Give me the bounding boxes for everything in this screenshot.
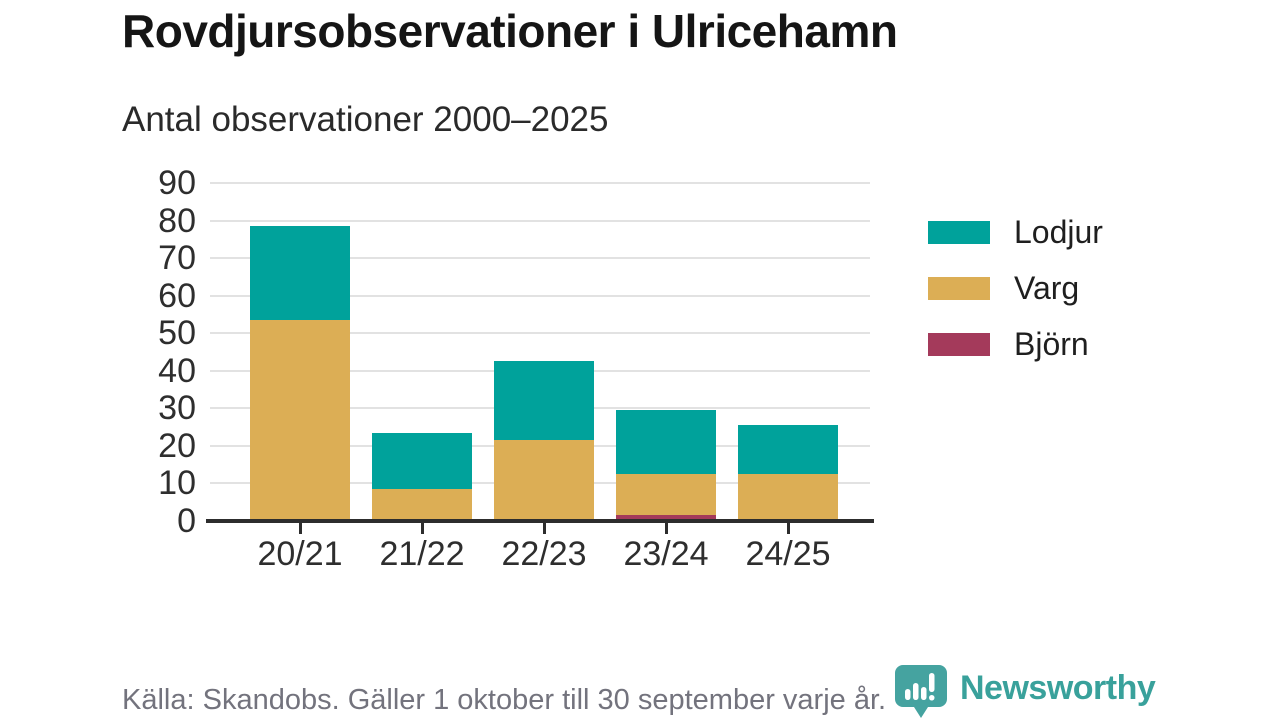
bar-segment-varg xyxy=(494,440,594,519)
x-axis-label: 20/21 xyxy=(257,535,343,573)
y-axis-label: 30 xyxy=(158,389,196,428)
y-axis-label: 70 xyxy=(158,239,196,278)
bar-group-21-22 xyxy=(372,183,472,519)
gridline xyxy=(210,257,870,260)
x-axis-tick xyxy=(786,523,790,534)
x-axis-line xyxy=(206,519,874,523)
legend-swatch xyxy=(928,332,990,356)
legend-item-lodjur: Lodjur xyxy=(928,216,1103,248)
y-axis-label: 60 xyxy=(158,276,196,315)
bar-segment-lodjur xyxy=(616,410,716,474)
y-axis-label: 40 xyxy=(158,351,196,390)
legend-label: Björn xyxy=(1014,326,1089,362)
y-axis-label: 10 xyxy=(158,464,196,503)
newsworthy-bubble-icon xyxy=(895,665,947,718)
brand-name: Newsworthy xyxy=(960,669,1156,707)
gridline xyxy=(210,219,870,222)
legend-swatch xyxy=(928,276,990,300)
gridline xyxy=(210,294,870,297)
y-axis-label: 80 xyxy=(158,201,196,240)
bar-segment-lodjur xyxy=(372,432,472,489)
bar-segment-varg xyxy=(250,319,350,519)
legend-swatch xyxy=(928,220,990,244)
x-axis-tick xyxy=(542,523,546,534)
bar-group-20-21 xyxy=(250,183,350,519)
page-title: Rovdjursobservationer i Ulricehamn xyxy=(122,5,898,57)
bar-group-22-23 xyxy=(494,183,594,519)
bar-segment-lodjur xyxy=(738,425,838,474)
x-axis-tick xyxy=(420,523,424,534)
y-axis-label: 0 xyxy=(177,502,196,540)
x-axis-label: 22/23 xyxy=(501,535,587,573)
bar-segment-varg xyxy=(616,473,716,516)
y-axis-label: 20 xyxy=(158,426,196,465)
bar-group-23-24 xyxy=(616,183,716,519)
y-axis-label: 90 xyxy=(158,164,196,202)
x-axis-tick xyxy=(298,523,302,534)
legend: Lodjur Varg Björn xyxy=(928,216,1103,384)
x-axis-tick xyxy=(664,523,668,534)
chart-subtitle: Antal observationer 2000–2025 xyxy=(122,100,609,139)
bar-segment-varg xyxy=(372,488,472,519)
gridline xyxy=(210,182,870,184)
source-note: Källa: Skandobs. Gäller 1 oktober till 3… xyxy=(122,684,887,716)
bar-segment-lodjur xyxy=(494,361,594,441)
bar-segment-björn xyxy=(616,515,716,519)
legend-label: Varg xyxy=(1014,270,1080,306)
legend-item-varg: Varg xyxy=(928,272,1103,304)
x-axis-label: 21/22 xyxy=(379,535,465,573)
gridline xyxy=(210,332,870,335)
x-axis-label: 24/25 xyxy=(745,535,831,573)
bar-segment-varg xyxy=(738,473,838,519)
legend-item-björn: Björn xyxy=(928,328,1103,360)
brand-logo: Newsworthy xyxy=(895,665,1156,718)
bar-segment-lodjur xyxy=(250,226,350,320)
x-axis-label: 23/24 xyxy=(623,535,709,573)
plot-area: 0 10 20 30 40 50 60 70 80 90 20/21 21/22 22/23 23/24 2… xyxy=(158,165,874,573)
bar-group-24-25 xyxy=(738,183,838,519)
y-axis-label: 50 xyxy=(158,314,196,353)
legend-label: Lodjur xyxy=(1014,214,1103,250)
